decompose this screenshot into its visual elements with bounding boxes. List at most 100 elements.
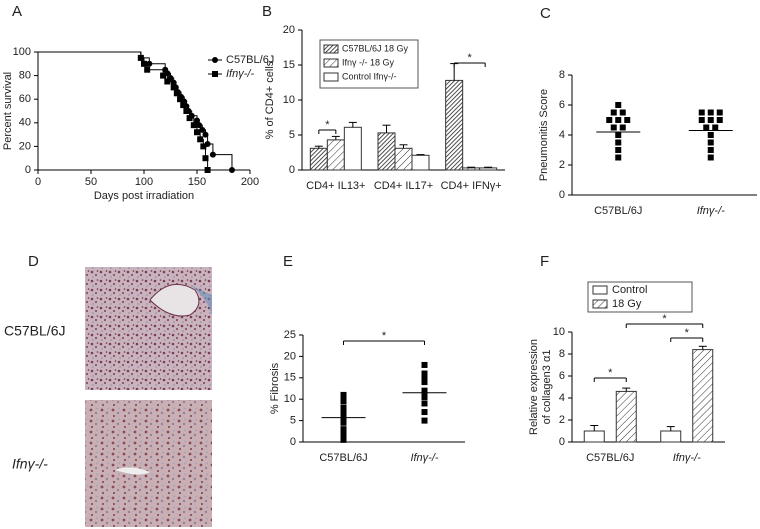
y-tick-label: 8 — [559, 69, 565, 81]
point — [421, 387, 428, 394]
y-tick-label: 100 — [13, 46, 31, 58]
bar — [615, 390, 637, 443]
micrograph — [85, 400, 212, 527]
point — [615, 117, 622, 123]
y-axis-label: of collagen3 α1 — [541, 350, 553, 425]
point — [340, 409, 347, 416]
y-tick-label: 25 — [284, 329, 296, 341]
point — [340, 398, 347, 405]
point — [197, 136, 204, 143]
image-label: Ifnγ-/- — [12, 456, 48, 472]
y-tick-label: 40 — [19, 117, 31, 129]
micrograph — [85, 267, 212, 390]
y-tick-label: 20 — [19, 140, 31, 152]
point — [707, 154, 714, 161]
x-tick-label: 200 — [241, 176, 259, 188]
point — [170, 84, 177, 91]
y-tick-label: 2 — [559, 159, 565, 171]
point — [228, 167, 235, 173]
point — [615, 147, 622, 153]
point — [707, 109, 714, 116]
point — [619, 124, 626, 131]
y-tick-label: 5 — [290, 415, 296, 427]
point — [209, 151, 216, 158]
point — [177, 96, 184, 103]
point — [186, 115, 193, 122]
airway — [115, 467, 150, 475]
point — [615, 132, 622, 138]
x-tick-label: CD4+ IFNγ+ — [441, 180, 502, 192]
point — [340, 419, 347, 426]
y-tick-label: 15 — [283, 59, 295, 71]
x-tick-label: 150 — [188, 176, 206, 188]
x-tick-label: Ifnγ-/- — [697, 205, 725, 217]
point — [146, 60, 153, 67]
y-tick-label: 10 — [553, 326, 565, 338]
x-tick-label: CD4+ IL13+ — [306, 180, 365, 192]
point — [610, 124, 617, 131]
y-tick-label: 8 — [559, 348, 565, 360]
y-tick-label: 2 — [559, 414, 565, 426]
y-tick-label: 0 — [289, 164, 295, 176]
panel-letter: A — [12, 3, 22, 20]
y-tick-label: 10 — [284, 393, 296, 405]
legend-label: Ifnγ-/- — [226, 68, 254, 80]
panel-letter: D — [28, 253, 39, 270]
significance-star: * — [325, 119, 330, 131]
point — [199, 126, 206, 133]
point — [164, 78, 171, 85]
point — [716, 109, 723, 116]
y-axis-label: % Fibrosis — [269, 362, 281, 414]
legend-swatch — [592, 285, 608, 295]
y-tick-label: 20 — [283, 24, 295, 36]
y-tick-label: 6 — [559, 370, 565, 382]
point — [624, 117, 631, 123]
panel-letter: F — [540, 253, 549, 270]
point — [421, 417, 428, 424]
bar — [445, 79, 464, 171]
bar — [692, 349, 714, 443]
image-label: C57BL/6J — [4, 323, 65, 339]
point — [421, 374, 428, 381]
point — [606, 117, 613, 123]
bar — [377, 132, 396, 171]
panel-letter: E — [283, 253, 293, 270]
y-tick-label: 15 — [284, 372, 296, 384]
point — [619, 109, 626, 116]
legend-swatch — [323, 44, 339, 54]
point — [194, 117, 200, 124]
y-axis-label: Pneumonitis Score — [538, 89, 550, 181]
point — [610, 109, 617, 116]
x-tick-label: C57BL/6J — [586, 452, 634, 464]
x-tick-label: Ifnγ-/- — [410, 452, 438, 464]
y-tick-label: 5 — [289, 129, 295, 141]
y-tick-label: 0 — [290, 436, 296, 448]
point — [698, 109, 705, 116]
point — [615, 139, 622, 146]
point — [141, 60, 147, 67]
vessel — [149, 283, 200, 317]
bar — [343, 126, 362, 171]
point — [196, 122, 203, 129]
bar — [411, 154, 430, 171]
significance-star: * — [468, 52, 473, 64]
significance-star: * — [382, 330, 387, 342]
point — [194, 129, 200, 136]
point — [615, 102, 622, 108]
survival-step — [38, 51, 233, 170]
x-tick-label: 0 — [35, 176, 41, 188]
y-tick-label: 80 — [19, 70, 31, 82]
point — [716, 117, 723, 123]
y-tick-label: 0 — [25, 164, 31, 176]
point — [421, 370, 428, 377]
x-tick-label: CD4+ IL17+ — [374, 180, 433, 192]
point — [340, 415, 347, 422]
point — [144, 66, 151, 73]
legend-marker — [212, 71, 218, 77]
legend-swatch — [323, 58, 339, 68]
survival-step — [38, 51, 209, 170]
x-axis-label: Days post irradiation — [94, 190, 194, 202]
point — [173, 90, 180, 97]
point — [340, 436, 347, 443]
